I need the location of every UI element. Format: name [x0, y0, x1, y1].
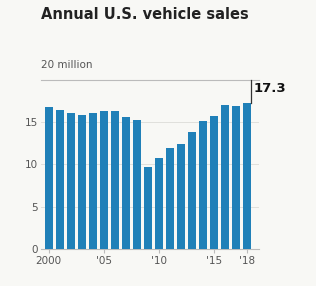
Bar: [155, 158, 163, 249]
Text: 20 million: 20 million: [41, 60, 93, 70]
Bar: [89, 113, 97, 249]
Bar: [188, 132, 196, 249]
Bar: [78, 115, 86, 249]
Bar: [111, 111, 119, 249]
Bar: [45, 107, 53, 249]
Bar: [199, 121, 207, 249]
Text: Annual U.S. vehicle sales: Annual U.S. vehicle sales: [41, 7, 249, 22]
Bar: [243, 103, 251, 249]
Bar: [232, 106, 240, 249]
Bar: [133, 120, 141, 249]
Bar: [144, 167, 152, 249]
Bar: [100, 111, 108, 249]
Bar: [56, 110, 64, 249]
Bar: [67, 113, 75, 249]
Bar: [221, 105, 229, 249]
Text: 17.3: 17.3: [254, 82, 286, 95]
Bar: [177, 144, 185, 249]
Bar: [122, 117, 130, 249]
Bar: [210, 116, 218, 249]
Bar: [166, 148, 174, 249]
